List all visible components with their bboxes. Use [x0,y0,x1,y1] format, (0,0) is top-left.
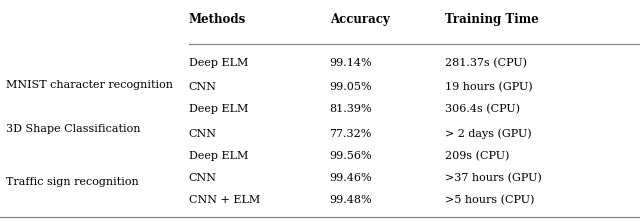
Text: 99.48%: 99.48% [330,195,372,205]
Text: 281.37s (CPU): 281.37s (CPU) [445,58,527,68]
Text: CNN: CNN [189,173,217,183]
Text: 19 hours (GPU): 19 hours (GPU) [445,82,532,92]
Text: MNIST character recognition: MNIST character recognition [6,80,173,90]
Text: CNN + ELM: CNN + ELM [189,195,260,205]
Text: Methods: Methods [189,13,246,26]
Text: >5 hours (CPU): >5 hours (CPU) [445,195,534,205]
Text: Deep ELM: Deep ELM [189,151,248,161]
Text: CNN: CNN [189,129,217,139]
Text: Accuracy: Accuracy [330,13,389,26]
Text: Deep ELM: Deep ELM [189,104,248,114]
Text: Traffic sign recognition: Traffic sign recognition [6,177,139,187]
Text: 99.14%: 99.14% [330,58,372,68]
Text: 99.05%: 99.05% [330,82,372,92]
Text: 306.4s (CPU): 306.4s (CPU) [445,104,520,114]
Text: > 2 days (GPU): > 2 days (GPU) [445,128,531,139]
Text: >37 hours (GPU): >37 hours (GPU) [445,173,541,183]
Text: CNN: CNN [189,82,217,92]
Text: 3D Shape Classification: 3D Shape Classification [6,124,141,134]
Text: 99.46%: 99.46% [330,173,372,183]
Text: 209s (CPU): 209s (CPU) [445,151,509,161]
Text: 81.39%: 81.39% [330,104,372,114]
Text: Training Time: Training Time [445,13,538,26]
Text: Deep ELM: Deep ELM [189,58,248,68]
Text: 77.32%: 77.32% [330,129,372,139]
Text: 99.56%: 99.56% [330,151,372,161]
